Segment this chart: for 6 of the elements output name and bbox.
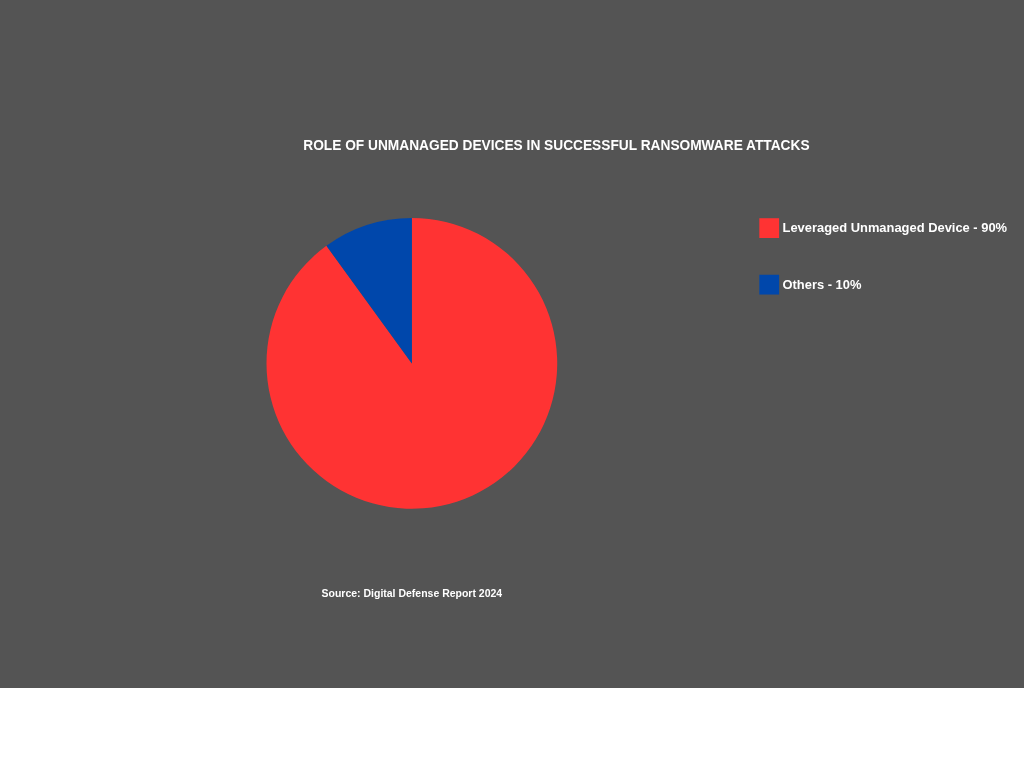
pie-slice — [326, 218, 412, 364]
legend-label: Others - 10% — [782, 276, 862, 292]
source-note: Source: Digital Defense Report 2024 — [321, 587, 503, 599]
chart-title: ROLE OF UNMANAGED DEVICES IN SUCCESSFUL RANSOMWARE ATTACKS — [303, 138, 810, 154]
pie-slice — [266, 218, 558, 509]
legend-label: Leveraged Unmanaged Device - 90% — [782, 220, 1008, 236]
